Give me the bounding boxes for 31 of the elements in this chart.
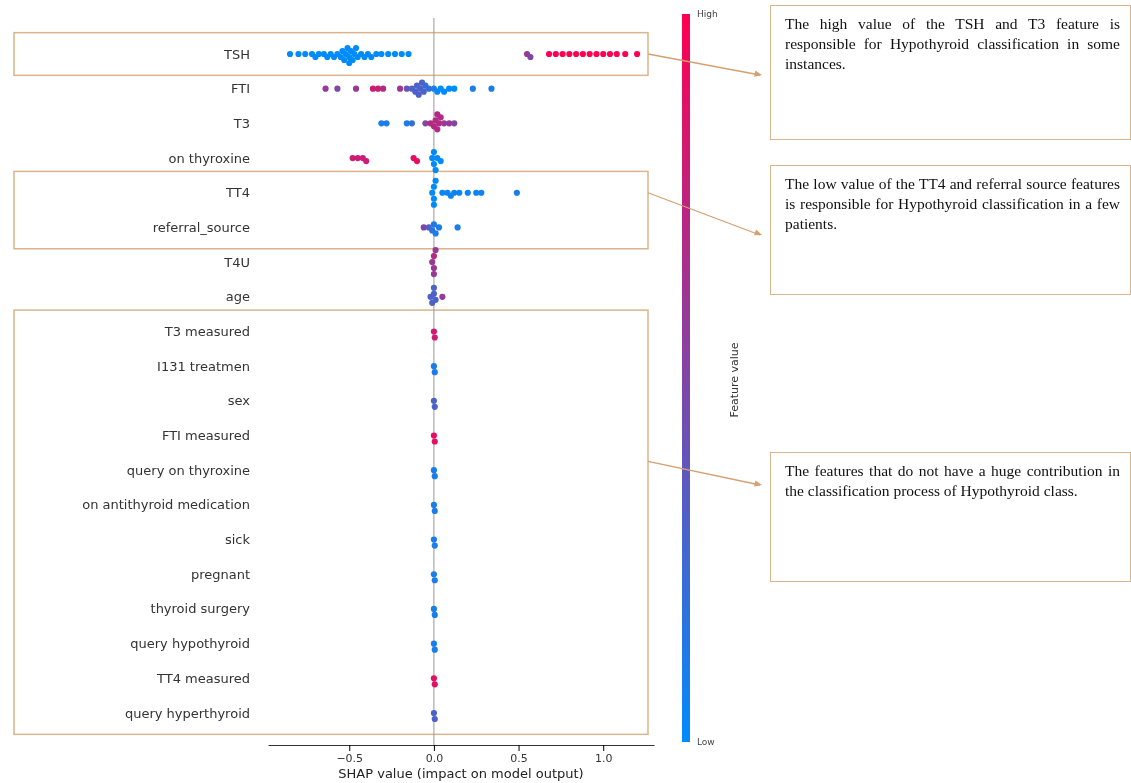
- color-bar-title: Feature value: [728, 342, 741, 418]
- y-tick-label: pregnant: [190, 566, 250, 582]
- y-tick-label: TT4: [225, 185, 250, 201]
- text: The features that do not have a huge contribution in the classification process of Hypothyroid class.: [770, 452, 1131, 582]
- y-tick-label: T3 measured: [163, 324, 250, 340]
- y-tick-label: query hyperthyroid: [124, 705, 250, 721]
- y-tick-label: FTI: [230, 81, 250, 97]
- x-tick-label: 1.0: [594, 751, 613, 765]
- y-tick-label: T3: [232, 115, 250, 131]
- x-tick-label: 0.5: [510, 751, 528, 765]
- x-tick-label: −0.5: [336, 751, 364, 765]
- x-tick-label: 0.0: [425, 751, 444, 765]
- y-tick-label: referral_source: [152, 219, 250, 235]
- color-bar-label: High: [697, 9, 718, 20]
- text: The high value of the TSH and T3 feature is responsible for Hypothyroid classification in some instances.: [770, 5, 1131, 140]
- y-tick-label: thyroid surgery: [150, 601, 251, 617]
- x-axis-title: SHAP value (impact on model output): [338, 766, 584, 781]
- y-tick-label: query hypothyroid: [130, 636, 250, 652]
- y-tick-label: on antithyroid medication: [82, 497, 250, 513]
- y-tick-label: on thyroxine: [168, 150, 250, 166]
- y-tick-label: I131 treatmen: [157, 358, 250, 374]
- y-tick-label: TSH: [223, 46, 250, 62]
- y-tick-label: sick: [224, 532, 251, 548]
- y-tick-label: query on thyroxine: [126, 462, 250, 478]
- color-bar-label: Low: [697, 737, 715, 748]
- y-tick-label: TT4 measured: [155, 670, 250, 686]
- y-tick-label: FTI measured: [161, 428, 250, 444]
- y-tick-label: age: [225, 289, 250, 305]
- y-tick-label: sex: [227, 393, 251, 409]
- text: The low value of the TT4 and referral source features is responsible for Hypothyroid classification in a few patients.: [770, 165, 1131, 295]
- y-tick-label: T4U: [223, 254, 250, 270]
